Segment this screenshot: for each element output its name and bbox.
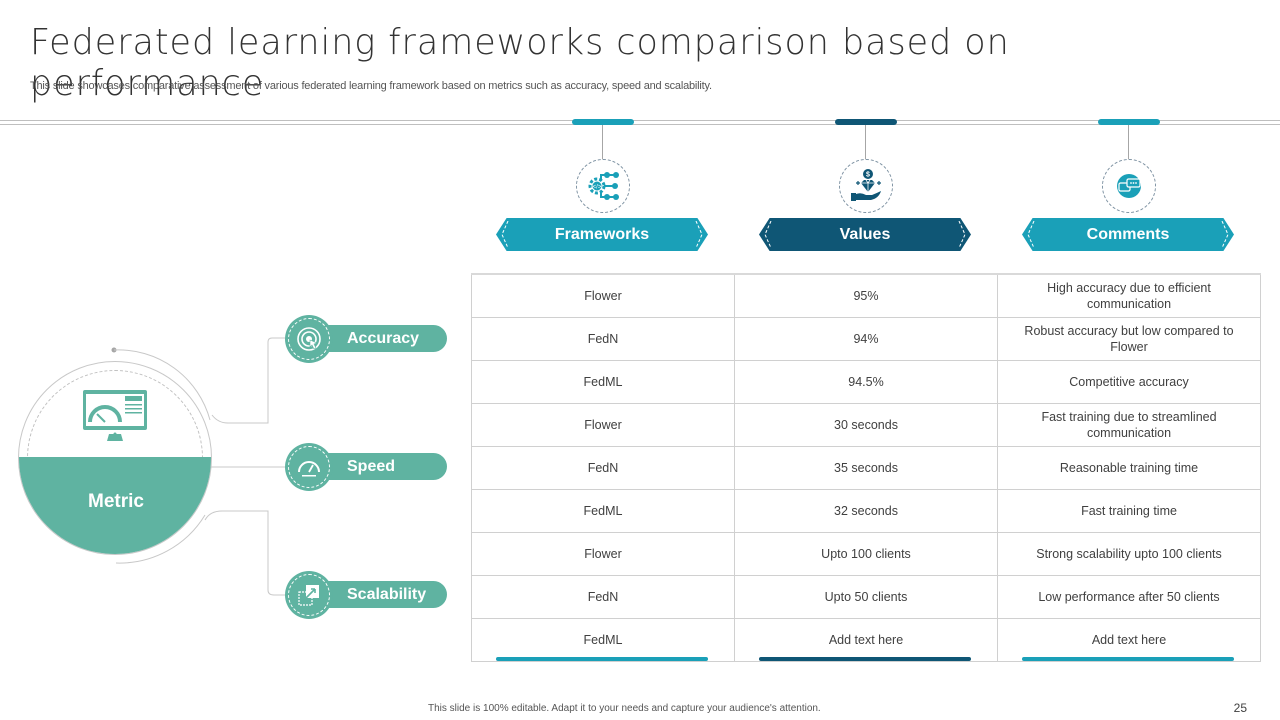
value-cell: 95%: [734, 273, 998, 318]
column-header-frameworks: Frameworks: [496, 218, 708, 251]
comment-cell: Strong scalability upto 100 clients: [997, 531, 1261, 576]
column-footer-bar-values: [759, 657, 971, 661]
table-row: Flower Upto 100 clients Strong scalabili…: [471, 531, 1261, 576]
column-header-values: Values: [759, 218, 971, 251]
table-row: FedN 94% Robust accuracy but low compare…: [471, 316, 1261, 361]
framework-cell: FedML: [471, 617, 735, 662]
metric-item-label: Scalability: [347, 585, 427, 603]
metric-label: Metric: [88, 491, 144, 512]
table-row: Flower 95% High accuracy due to efficien…: [471, 273, 1261, 318]
value-cell: 94.5%: [734, 359, 998, 404]
comment-cell: Fast training due to streamlined communi…: [997, 402, 1261, 447]
slide-footer-note: This slide is 100% editable. Adapt it to…: [428, 703, 821, 714]
column-cap-values: [835, 119, 897, 125]
value-cell: Upto 50 clients: [734, 574, 998, 619]
svg-text:$: $: [866, 172, 870, 179]
column-cap-frameworks: [572, 119, 634, 125]
scale-growth-icon: [285, 571, 333, 619]
value-cell: Upto 100 clients: [734, 531, 998, 576]
value-cell: 32 seconds: [734, 488, 998, 533]
speedometer-icon: [285, 443, 333, 491]
comment-cell: Robust accuracy but low compared to Flow…: [997, 316, 1261, 361]
value-cell: Add text here: [734, 617, 998, 662]
header-divider: [0, 120, 1280, 121]
table-row: FedML 94.5% Competitive accuracy: [471, 359, 1261, 404]
comment-cell: Competitive accuracy: [997, 359, 1261, 404]
value-cell: 35 seconds: [734, 445, 998, 490]
comment-cell: Low performance after 50 clients: [997, 574, 1261, 619]
comparison-table: Flower 95% High accuracy due to efficien…: [471, 273, 1261, 662]
framework-cell: FedML: [471, 359, 735, 404]
table-row: Flower 30 seconds Fast training due to s…: [471, 402, 1261, 447]
column-header-label: Frameworks: [554, 225, 650, 243]
metric-item-label: Accuracy: [347, 329, 420, 347]
value-cell: 94%: [734, 316, 998, 361]
table-row: FedN Upto 50 clients Low performance aft…: [471, 574, 1261, 619]
monitor-gauge-icon: [81, 388, 149, 449]
comment-cell: Fast training time: [997, 488, 1261, 533]
column-cap-comments: [1098, 119, 1160, 125]
metric-item-label: Speed: [347, 457, 396, 475]
table-row: FedML Add text here Add text here: [471, 617, 1261, 662]
connector-line: [1128, 125, 1129, 159]
table-row: FedML 32 seconds Fast training time: [471, 488, 1261, 533]
slide-title: Federated learning frameworks comparison…: [30, 22, 1010, 104]
column-footer-bar-comments: [1022, 657, 1234, 661]
target-click-icon: [285, 315, 333, 363]
framework-cell: FedN: [471, 445, 735, 490]
framework-cell: Flower: [471, 273, 735, 318]
column-header-label: Comments: [1086, 225, 1170, 243]
value-cell: 30 seconds: [734, 402, 998, 447]
chat-bubbles-icon: [1102, 159, 1156, 213]
framework-cell: FedN: [471, 574, 735, 619]
page-number: 25: [1233, 701, 1247, 715]
slide-subtitle: This slide showcases comparative assessm…: [30, 80, 712, 92]
header-divider-secondary: [0, 124, 1280, 125]
table-row: FedN 35 seconds Reasonable training time: [471, 445, 1261, 490]
connector-line: [865, 125, 866, 159]
diamond-hand-dollar-icon: $: [839, 159, 893, 213]
column-header-label: Values: [839, 225, 891, 243]
metric-fill: [19, 457, 211, 554]
svg-text:</>: </>: [593, 185, 602, 191]
comment-cell: Reasonable training time: [997, 445, 1261, 490]
column-header-comments: Comments: [1022, 218, 1234, 251]
metric-circle: Metric: [18, 361, 212, 555]
framework-cell: FedN: [471, 316, 735, 361]
framework-cell: Flower: [471, 402, 735, 447]
framework-cell: Flower: [471, 531, 735, 576]
connector-line: [602, 125, 603, 159]
comment-cell: Add text here: [997, 617, 1261, 662]
comment-cell: High accuracy due to efficient communica…: [997, 273, 1261, 318]
column-footer-bar-frameworks: [496, 657, 708, 661]
framework-cell: FedML: [471, 488, 735, 533]
framework-network-icon: </>: [576, 159, 630, 213]
